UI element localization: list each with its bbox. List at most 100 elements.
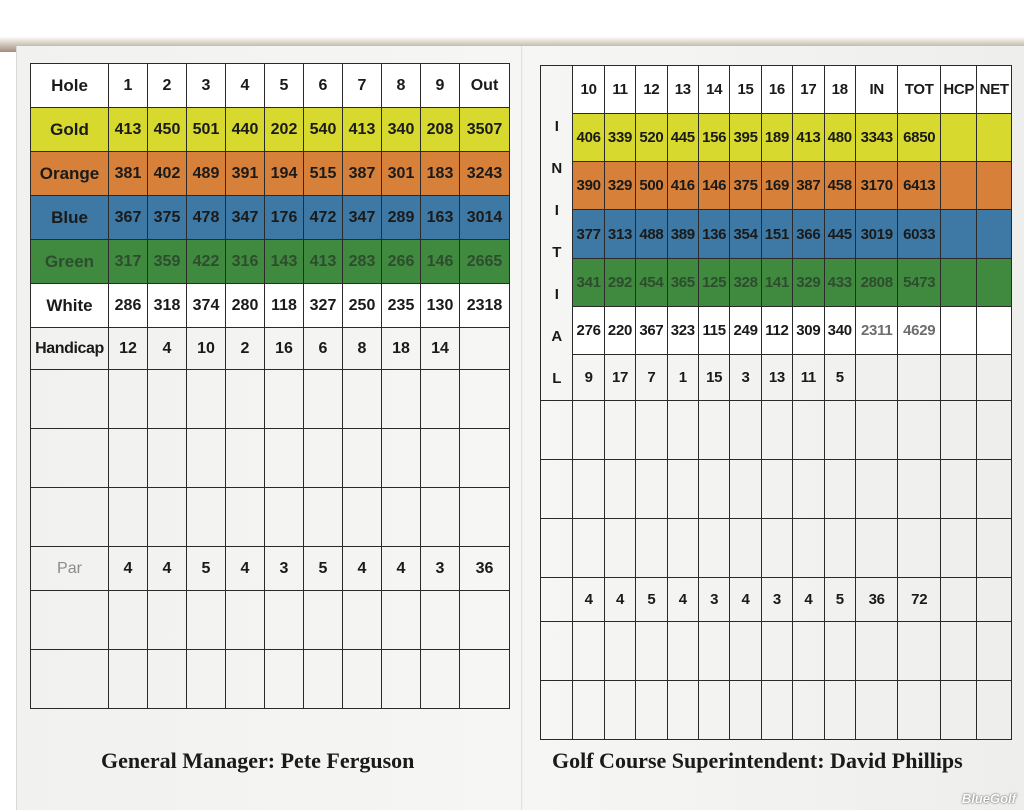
score-entry-cell[interactable] (697, 518, 731, 578)
score-entry-cell[interactable] (342, 590, 382, 650)
score-entry-cell[interactable] (697, 459, 731, 519)
score-entry-cell[interactable] (30, 487, 109, 547)
score-entry-cell[interactable] (823, 459, 856, 519)
score-entry-cell[interactable] (572, 680, 605, 740)
initial-entry-cell[interactable] (539, 518, 574, 578)
score-entry-cell[interactable] (939, 621, 978, 681)
score-entry-cell[interactable] (760, 621, 794, 681)
initial-entry-cell[interactable] (539, 680, 574, 740)
score-entry-cell[interactable] (666, 518, 699, 578)
score-entry-cell[interactable] (897, 518, 941, 578)
score-entry-cell[interactable] (303, 369, 343, 429)
score-entry-cell[interactable] (729, 621, 762, 681)
score-entry-cell[interactable] (939, 518, 978, 578)
hcp-cell[interactable] (939, 113, 978, 163)
score-entry-cell[interactable] (854, 518, 899, 578)
score-entry-cell[interactable] (147, 487, 187, 547)
score-entry-cell[interactable] (603, 459, 637, 519)
score-entry-cell[interactable] (760, 680, 794, 740)
score-entry-cell[interactable] (459, 369, 510, 429)
score-entry-cell[interactable] (603, 621, 637, 681)
score-entry-cell[interactable] (697, 621, 731, 681)
score-entry-cell[interactable] (666, 680, 699, 740)
score-entry-cell[interactable] (760, 459, 794, 519)
score-entry-cell[interactable] (939, 459, 978, 519)
score-entry-cell[interactable] (666, 400, 699, 460)
score-entry-cell[interactable] (572, 518, 605, 578)
score-entry-cell[interactable] (729, 518, 762, 578)
score-entry-cell[interactable] (108, 428, 148, 488)
hcp-cell[interactable] (939, 161, 978, 211)
score-entry-cell[interactable] (342, 649, 382, 709)
score-entry-cell[interactable] (381, 590, 421, 650)
score-entry-cell[interactable] (108, 369, 148, 429)
score-entry-cell[interactable] (30, 369, 109, 429)
score-entry-cell[interactable] (264, 649, 304, 709)
score-entry-cell[interactable] (697, 400, 731, 460)
score-entry-cell[interactable] (729, 400, 762, 460)
score-entry-cell[interactable] (976, 400, 1012, 460)
score-entry-cell[interactable] (108, 649, 148, 709)
score-entry-cell[interactable] (186, 649, 226, 709)
score-entry-cell[interactable] (420, 487, 460, 547)
score-entry-cell[interactable] (420, 369, 460, 429)
hcp-cell[interactable] (939, 209, 978, 259)
score-entry-cell[interactable] (603, 400, 637, 460)
net-cell[interactable] (976, 161, 1012, 211)
score-entry-cell[interactable] (303, 487, 343, 547)
hcp-cell[interactable] (939, 257, 978, 307)
score-entry-cell[interactable] (342, 428, 382, 488)
score-entry-cell[interactable] (823, 680, 856, 740)
score-entry-cell[interactable] (225, 649, 265, 709)
score-entry-cell[interactable] (854, 680, 899, 740)
score-entry-cell[interactable] (264, 487, 304, 547)
net-cell[interactable] (976, 113, 1012, 163)
score-entry-cell[interactable] (854, 459, 899, 519)
score-entry-cell[interactable] (572, 400, 605, 460)
score-entry-cell[interactable] (303, 649, 343, 709)
hcp-cell[interactable] (939, 305, 978, 355)
score-entry-cell[interactable] (225, 369, 265, 429)
score-entry-cell[interactable] (635, 680, 668, 740)
score-entry-cell[interactable] (572, 459, 605, 519)
score-entry-cell[interactable] (976, 680, 1012, 740)
score-entry-cell[interactable] (792, 459, 825, 519)
score-entry-cell[interactable] (603, 680, 637, 740)
score-entry-cell[interactable] (792, 518, 825, 578)
score-entry-cell[interactable] (147, 428, 187, 488)
score-entry-cell[interactable] (635, 400, 668, 460)
net-cell[interactable] (976, 305, 1012, 355)
score-entry-cell[interactable] (572, 621, 605, 681)
score-entry-cell[interactable] (729, 459, 762, 519)
score-entry-cell[interactable] (823, 400, 856, 460)
score-entry-cell[interactable] (854, 400, 899, 460)
initial-entry-cell[interactable] (539, 621, 574, 681)
score-entry-cell[interactable] (792, 400, 825, 460)
score-entry-cell[interactable] (186, 369, 226, 429)
score-entry-cell[interactable] (729, 680, 762, 740)
score-entry-cell[interactable] (420, 428, 460, 488)
score-entry-cell[interactable] (381, 369, 421, 429)
score-entry-cell[interactable] (225, 487, 265, 547)
score-entry-cell[interactable] (792, 680, 825, 740)
score-entry-cell[interactable] (603, 518, 637, 578)
score-entry-cell[interactable] (897, 680, 941, 740)
score-entry-cell[interactable] (264, 590, 304, 650)
initial-entry-cell[interactable] (539, 459, 574, 519)
score-entry-cell[interactable] (854, 621, 899, 681)
initial-entry-cell[interactable] (539, 400, 574, 460)
net-cell[interactable] (976, 209, 1012, 259)
net-cell[interactable] (976, 257, 1012, 307)
score-entry-cell[interactable] (420, 649, 460, 709)
score-entry-cell[interactable] (823, 621, 856, 681)
score-entry-cell[interactable] (30, 590, 109, 650)
score-entry-cell[interactable] (635, 518, 668, 578)
score-entry-cell[interactable] (420, 590, 460, 650)
score-entry-cell[interactable] (147, 649, 187, 709)
score-entry-cell[interactable] (30, 428, 109, 488)
score-entry-cell[interactable] (635, 459, 668, 519)
score-entry-cell[interactable] (697, 680, 731, 740)
score-entry-cell[interactable] (459, 428, 510, 488)
score-entry-cell[interactable] (303, 590, 343, 650)
score-entry-cell[interactable] (635, 621, 668, 681)
